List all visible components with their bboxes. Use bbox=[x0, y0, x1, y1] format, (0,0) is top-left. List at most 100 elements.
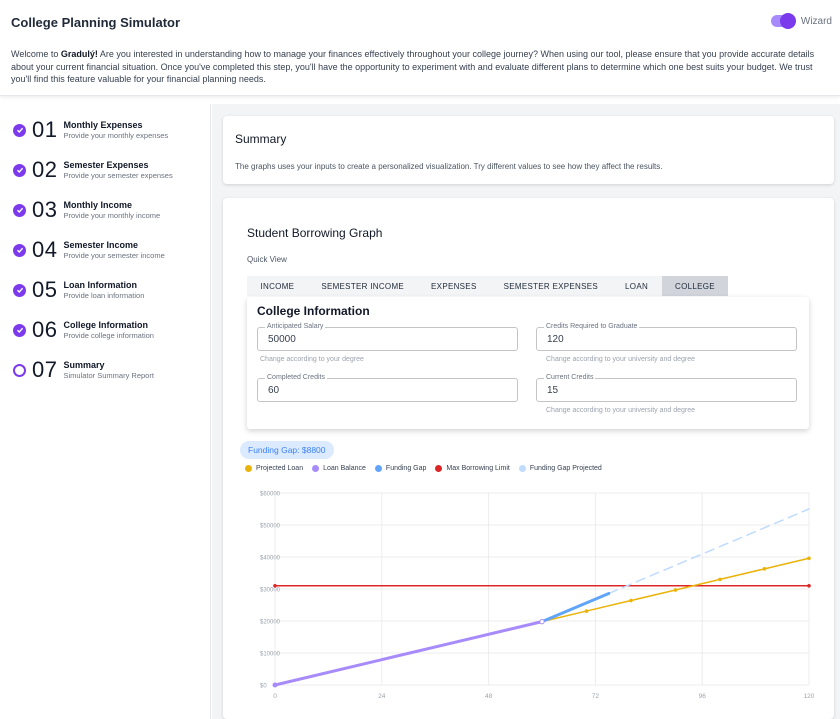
summary-title: Summary bbox=[235, 132, 287, 146]
x-tick-label: 48 bbox=[485, 693, 493, 700]
legend-dot bbox=[374, 465, 382, 472]
legend-funding-gap-projected[interactable]: Funding Gap Projected bbox=[518, 465, 602, 472]
quick-view-tabs: INCOME SEMESTER INCOME EXPENSES SEMESTER… bbox=[247, 276, 729, 296]
credits-required-label: Credits Required to Graduate bbox=[544, 323, 640, 330]
step-summary[interactable]: 07 Summary Simulator Summary Report bbox=[13, 357, 154, 383]
data-point bbox=[539, 618, 545, 625]
data-point bbox=[273, 584, 277, 588]
check-icon bbox=[13, 283, 26, 297]
summary-description: The graphs uses your inputs to create a … bbox=[235, 162, 663, 171]
y-tick-label: $10000 bbox=[260, 652, 281, 658]
data-point bbox=[272, 682, 278, 688]
legend-label: Loan Balance bbox=[323, 465, 366, 472]
step-monthly-income[interactable]: 03 Monthly Income Provide your monthly in… bbox=[13, 197, 160, 223]
data-point bbox=[807, 584, 811, 588]
check-icon bbox=[13, 163, 26, 177]
credits-required-value[interactable]: 120 bbox=[547, 334, 564, 345]
step-title: College Information bbox=[63, 320, 148, 330]
graph-title: Student Borrowing Graph bbox=[247, 226, 383, 240]
college-information-panel: College Information Anticipated Salary 5… bbox=[247, 297, 809, 429]
funding-gap-badge: Funding Gap: $8800 bbox=[240, 441, 334, 459]
legend-funding-gap[interactable]: Funding Gap bbox=[374, 465, 427, 472]
step-title: Semester Income bbox=[63, 240, 139, 250]
legend-dot bbox=[245, 465, 252, 472]
main-content: Summary The graphs uses your inputs to c… bbox=[212, 104, 840, 719]
y-tick-label: $20000 bbox=[260, 620, 281, 626]
tab-loan[interactable]: LOAN bbox=[611, 276, 662, 296]
credits-required-helper: Change according to your university and … bbox=[546, 356, 696, 363]
wizard-switch[interactable] bbox=[770, 13, 796, 29]
step-college-information[interactable]: 06 College Information Provide college in… bbox=[13, 317, 154, 343]
step-semester-expenses[interactable]: 02 Semester Expenses Provide your semeste… bbox=[13, 157, 173, 183]
legend-loan-balance[interactable]: Loan Balance bbox=[312, 465, 366, 472]
step-number: 01 bbox=[32, 117, 58, 142]
borrowing-graph-card: Student Borrowing Graph Quick View INCOM… bbox=[223, 198, 834, 719]
step-number: 03 bbox=[32, 197, 58, 222]
app-header: College Planning Simulator Wizard Welcom… bbox=[0, 0, 840, 96]
summary-card: Summary The graphs uses your inputs to c… bbox=[223, 116, 834, 184]
brand-name: Gradulý! bbox=[60, 49, 98, 59]
anticipated-salary-helper: Change according to your degree bbox=[260, 356, 364, 363]
current-credits-label: Current Credits bbox=[544, 374, 596, 381]
legend-projected-loan[interactable]: Projected Loan bbox=[245, 465, 303, 472]
step-title: Loan Information bbox=[63, 280, 137, 290]
legend-label: Funding Gap bbox=[385, 465, 427, 472]
completed-credits-field[interactable]: Completed Credits 60 bbox=[257, 374, 518, 402]
step-title: Summary bbox=[63, 360, 105, 370]
wizard-toggle[interactable]: Wizard bbox=[770, 13, 832, 29]
chart-legend: Projected Loan Loan Balance Funding Gap … bbox=[245, 465, 602, 472]
wizard-steps-sidebar: 01 Monthly Expenses Provide your monthly … bbox=[0, 104, 211, 719]
tab-semester-expenses[interactable]: SEMESTER EXPENSES bbox=[490, 276, 612, 296]
y-tick-label: $40000 bbox=[260, 556, 281, 562]
credits-required-field[interactable]: Credits Required to Graduate 120 bbox=[536, 323, 797, 351]
step-number: 07 bbox=[32, 357, 58, 382]
legend-max-borrowing-limit[interactable]: Max Borrowing Limit bbox=[435, 465, 510, 472]
data-point bbox=[629, 598, 633, 603]
step-subtitle: Simulator Summary Report bbox=[63, 371, 154, 380]
step-semester-income[interactable]: 04 Semester Income Provide your semester … bbox=[13, 237, 165, 263]
app-title: College Planning Simulator bbox=[11, 15, 181, 30]
legend-label: Projected Loan bbox=[256, 465, 304, 472]
y-tick-label: $60000 bbox=[260, 492, 281, 498]
step-title: Semester Expenses bbox=[63, 160, 149, 170]
step-subtitle: Provide your semester income bbox=[63, 251, 165, 260]
y-tick-label: $30000 bbox=[260, 588, 281, 594]
step-subtitle: Provide your monthly expenses bbox=[63, 131, 169, 140]
series-line-funding-gap-projected bbox=[608, 508, 810, 595]
current-credits-field[interactable]: Current Credits 15 bbox=[536, 374, 797, 402]
quick-view-label: Quick View bbox=[247, 255, 287, 264]
x-tick-label: 24 bbox=[378, 693, 386, 700]
current-credits-helper: Change according to your university and … bbox=[546, 407, 696, 414]
data-point bbox=[584, 609, 589, 613]
tab-semester-income[interactable]: SEMESTER INCOME bbox=[307, 276, 418, 296]
check-icon bbox=[13, 203, 26, 217]
x-tick-label: 96 bbox=[699, 693, 707, 700]
anticipated-salary-field[interactable]: Anticipated Salary 50000 bbox=[257, 323, 518, 351]
tab-expenses[interactable]: EXPENSES bbox=[417, 276, 491, 296]
completed-credits-value[interactable]: 60 bbox=[268, 385, 280, 396]
borrowing-line-chart: $0 $10000 $20000 $30000 $40000 $50000 $60000 0 2… bbox=[260, 492, 815, 701]
check-icon bbox=[13, 123, 26, 137]
check-icon bbox=[13, 323, 26, 337]
tab-income[interactable]: INCOME bbox=[247, 276, 308, 296]
series-line-funding-gap bbox=[540, 591, 611, 624]
current-credits-value[interactable]: 15 bbox=[547, 385, 559, 396]
step-title: Monthly Income bbox=[63, 200, 132, 210]
step-subtitle: Provide your monthly income bbox=[63, 211, 161, 220]
current-step-icon bbox=[13, 363, 26, 377]
step-subtitle: Provide loan information bbox=[63, 291, 145, 300]
y-tick-label: $50000 bbox=[260, 524, 281, 530]
anticipated-salary-label: Anticipated Salary bbox=[265, 323, 326, 330]
legend-dot bbox=[518, 465, 526, 472]
legend-dot bbox=[435, 465, 443, 472]
step-number: 02 bbox=[32, 157, 58, 182]
tab-college[interactable]: COLLEGE bbox=[661, 276, 729, 296]
anticipated-salary-value[interactable]: 50000 bbox=[268, 334, 296, 345]
step-monthly-expenses[interactable]: 01 Monthly Expenses Provide your monthly … bbox=[13, 117, 168, 143]
college-information-title: College Information bbox=[257, 304, 370, 318]
legend-label: Max Borrowing Limit bbox=[446, 465, 510, 472]
step-loan-information[interactable]: 05 Loan Information Provide loan informat… bbox=[13, 277, 144, 303]
step-number: 05 bbox=[32, 277, 58, 302]
step-number: 06 bbox=[32, 317, 58, 342]
legend-dot bbox=[312, 465, 320, 472]
